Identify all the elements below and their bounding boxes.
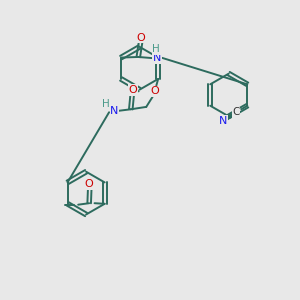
Text: N: N: [219, 116, 228, 126]
Text: H: H: [102, 99, 110, 109]
Text: O: O: [150, 86, 159, 96]
Text: C: C: [232, 107, 240, 117]
Text: H: H: [152, 44, 160, 54]
Text: N: N: [110, 106, 118, 116]
Text: N: N: [152, 53, 161, 64]
Text: O: O: [128, 85, 137, 95]
Text: O: O: [84, 179, 93, 189]
Text: O: O: [136, 33, 145, 43]
